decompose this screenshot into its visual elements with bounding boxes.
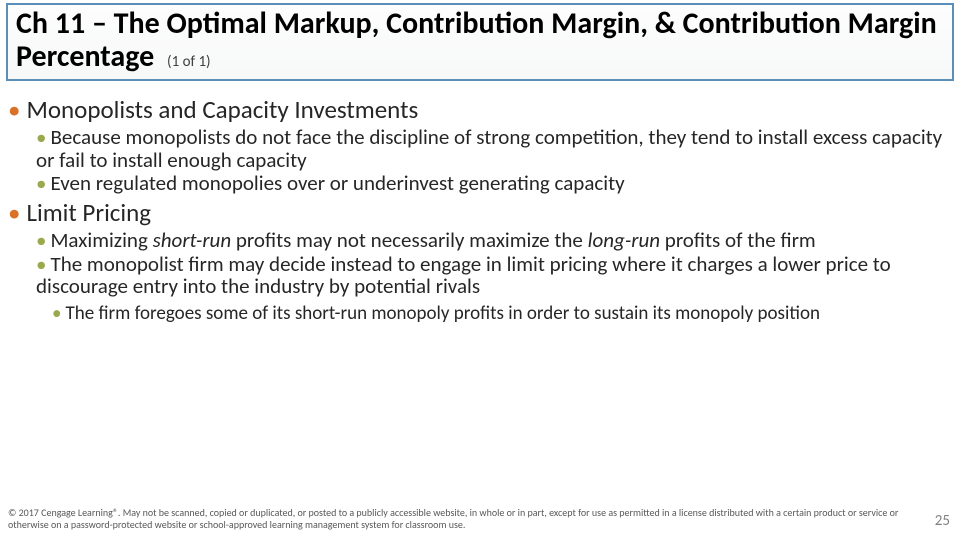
page-number: 25 — [935, 512, 950, 530]
bullet-text: The monopolist firm may decide instead t… — [36, 251, 891, 300]
copyright-footer: © 2017 Cengage Learning®. May not be sca… — [8, 507, 920, 530]
bullet-icon: • — [8, 94, 20, 125]
bullet-text: Even regulated monopolies over or underi… — [50, 170, 624, 196]
section-1-bullet-2: •Even regulated monopolies over or under… — [36, 172, 952, 195]
bullet-text-c: profits may not necessarily maximize the — [231, 227, 587, 253]
section-2-bullet-2: •The monopolist firm may decide instead … — [36, 253, 952, 298]
section-1-bullet-1: •Because monopolists do not face the dis… — [36, 126, 952, 171]
heading-text: Monopolists and Capacity Investments — [26, 94, 418, 125]
bullet-text-a: Maximizing — [50, 227, 152, 253]
slide-title: Ch 11 – The Optimal Markup, Contribution… — [16, 7, 944, 73]
bullet-text: The firm foregoes some of its short-run … — [65, 302, 819, 325]
bullet-icon: • — [36, 227, 46, 253]
section-2-subbullet-1: •The firm foregoes some of its short-run… — [52, 304, 952, 325]
bullet-text: Because monopolists do not face the disc… — [36, 124, 942, 173]
bullet-text-d: long-run — [588, 227, 660, 253]
section-1-heading: •Monopolists and Capacity Investments — [8, 94, 952, 125]
heading-text: Limit Pricing — [26, 197, 151, 228]
section-2-heading: •Limit Pricing — [8, 197, 952, 228]
pager: (1 of 1) — [167, 53, 211, 71]
bullet-icon: • — [52, 302, 61, 325]
section-2-bullet-1: •Maximizing short-run profits may not ne… — [36, 229, 952, 252]
bullet-icon: • — [36, 170, 46, 196]
content-area: •Monopolists and Capacity Investments •B… — [8, 94, 952, 325]
title-box: Ch 11 – The Optimal Markup, Contribution… — [6, 3, 954, 81]
bullet-text-b: short-run — [153, 227, 232, 253]
bullet-icon: • — [8, 197, 20, 228]
title-text: Ch 11 – The Optimal Markup, Contribution… — [16, 5, 937, 75]
bullet-text-e: profits of the firm — [660, 227, 816, 253]
